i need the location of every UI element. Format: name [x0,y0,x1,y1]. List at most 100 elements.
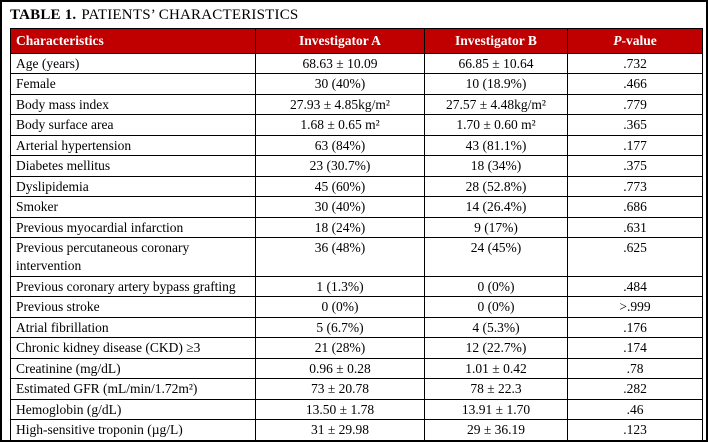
investigator-a-value: 30 (40%) [255,196,425,218]
p-value: .174 [567,337,703,359]
p-value: .485 [567,439,703,440]
p-value: >.999 [567,296,703,318]
table-row: Age (years) 68.63 ± 10.09 66.85 ± 10.64 … [10,52,703,75]
investigator-a-value: 1 (1.3%) [255,275,425,298]
investigator-a-value: 1.68 ± 0.65 m² [255,114,425,136]
row-label: Body mass index [10,93,256,116]
table-row: Body mass index 27.93 ± 4.85kg/m² 27.57 … [10,93,703,116]
row-label: Body surface area [10,114,256,136]
p-value: .779 [567,93,703,116]
table-row: Previous myocardial infarction 18 (24%) … [10,216,703,239]
table-row: Previous stroke 0 (0%) 0 (0%) >.999 [10,296,703,318]
table-row: NYHA III 4 (5.3%) 1 (1.9%) .485 [10,439,703,440]
p-value-letter: P [613,33,622,48]
investigator-b-value: 78 ± 22.3 [424,378,568,400]
p-value-suffix: -value [621,33,657,48]
investigator-a-value: 31 ± 29.98 [255,419,425,440]
p-value: .484 [567,275,703,298]
header-row: Characteristics Investigator A Investiga… [10,28,703,54]
p-value: .282 [567,378,703,400]
investigator-a-value: 4 (5.3%) [255,439,425,440]
table-row: Previous coronary artery bypass grafting… [10,275,703,298]
row-label: Chronic kidney disease (CKD) ≥3 [10,337,256,359]
table-row: Smoker 30 (40%) 14 (26.4%) .686 [10,196,703,218]
p-value: .375 [567,155,703,177]
table-row: Body surface area 1.68 ± 0.65 m² 1.70 ± … [10,114,703,136]
row-label: Hemoglobin (g/dL) [10,398,256,421]
table-row: Chronic kidney disease (CKD) ≥3 21 (28%)… [10,337,703,359]
row-label: Arterial hypertension [10,134,256,157]
table-row: Previous percutaneous coronary intervent… [10,237,703,277]
table-row: Female 30 (40%) 10 (18.9%) .466 [10,73,703,95]
table-row: Creatinine (mg/dL) 0.96 ± 0.28 1.01 ± 0.… [10,357,703,380]
row-label: Previous stroke [10,296,256,318]
row-label: Dyslipidemia [10,175,256,198]
table-row: Hemoglobin (g/dL) 13.50 ± 1.78 13.91 ± 1… [10,398,703,421]
row-label: Previous myocardial infarction [10,216,256,239]
row-label: Female [10,73,256,95]
table-row: High-sensitive troponin (µg/L) 31 ± 29.9… [10,419,703,440]
row-label: NYHA III [10,439,256,440]
p-value: .686 [567,196,703,218]
p-value: .732 [567,52,703,75]
investigator-b-value: 18 (34%) [424,155,568,177]
investigator-b-value: 1.01 ± 0.42 [424,357,568,380]
investigator-b-value: 0 (0%) [424,275,568,298]
investigator-a-value: 45 (60%) [255,175,425,198]
table-title-text: PATIENTS’ CHARACTERISTICS [81,7,299,23]
p-value: .773 [567,175,703,198]
row-label: Previous coronary artery bypass grafting [10,275,256,298]
row-label: Creatinine (mg/dL) [10,357,256,380]
investigator-b-value: 66.85 ± 10.64 [424,52,568,75]
p-value: .177 [567,134,703,157]
p-value: .176 [567,316,703,339]
row-label: Smoker [10,196,256,218]
investigator-b-value: 0 (0%) [424,296,568,318]
row-label: Diabetes mellitus [10,155,256,177]
investigator-a-value: 18 (24%) [255,216,425,239]
p-value: .123 [567,419,703,440]
investigator-a-value: 5 (6.7%) [255,316,425,339]
header-p-value: P-value [567,28,703,54]
investigator-b-value: 4 (5.3%) [424,316,568,339]
header-characteristics: Characteristics [10,28,256,54]
row-label: Previous percutaneous coronary intervent… [10,237,256,277]
investigator-b-value: 43 (81.1%) [424,134,568,157]
row-label: Age (years) [10,52,256,75]
investigator-a-value: 73 ± 20.78 [255,378,425,400]
p-value: .365 [567,114,703,136]
investigator-b-value: 13.91 ± 1.70 [424,398,568,421]
investigator-b-value: 9 (17%) [424,216,568,239]
row-label: High-sensitive troponin (µg/L) [10,419,256,440]
investigator-b-value: 1 (1.9%) [424,439,568,440]
investigator-a-value: 36 (48%) [255,237,425,277]
investigator-b-value: 1.70 ± 0.60 m² [424,114,568,136]
page-title: TABLE 1. PATIENTS’ CHARACTERISTICS [10,7,706,24]
p-value: .466 [567,73,703,95]
investigator-a-value: 0.96 ± 0.28 [255,357,425,380]
investigator-b-value: 27.57 ± 4.48kg/m² [424,93,568,116]
investigator-b-value: 10 (18.9%) [424,73,568,95]
investigator-a-value: 21 (28%) [255,337,425,359]
table-row: Dyslipidemia 45 (60%) 28 (52.8%) .773 [10,175,703,198]
table-number-label: TABLE 1. [10,7,77,23]
header-investigator-a: Investigator A [255,28,425,54]
table-row: Diabetes mellitus 23 (30.7%) 18 (34%) .3… [10,155,703,177]
table-row: Atrial fibrillation 5 (6.7%) 4 (5.3%) .1… [10,316,703,339]
p-value: .625 [567,237,703,277]
p-value: .631 [567,216,703,239]
row-label: Estimated GFR (mL/min/1.72m²) [10,378,256,400]
p-value: .78 [567,357,703,380]
table-row: Arterial hypertension 63 (84%) 43 (81.1%… [10,134,703,157]
investigator-a-value: 30 (40%) [255,73,425,95]
investigator-a-value: 13.50 ± 1.78 [255,398,425,421]
investigator-a-value: 68.63 ± 10.09 [255,52,425,75]
investigator-b-value: 12 (22.7%) [424,337,568,359]
patient-characteristics-table: Characteristics Investigator A Investiga… [10,28,703,440]
row-label: Atrial fibrillation [10,316,256,339]
header-investigator-b: Investigator B [424,28,568,54]
investigator-b-value: 29 ± 36.19 [424,419,568,440]
investigator-a-value: 63 (84%) [255,134,425,157]
investigator-b-value: 14 (26.4%) [424,196,568,218]
